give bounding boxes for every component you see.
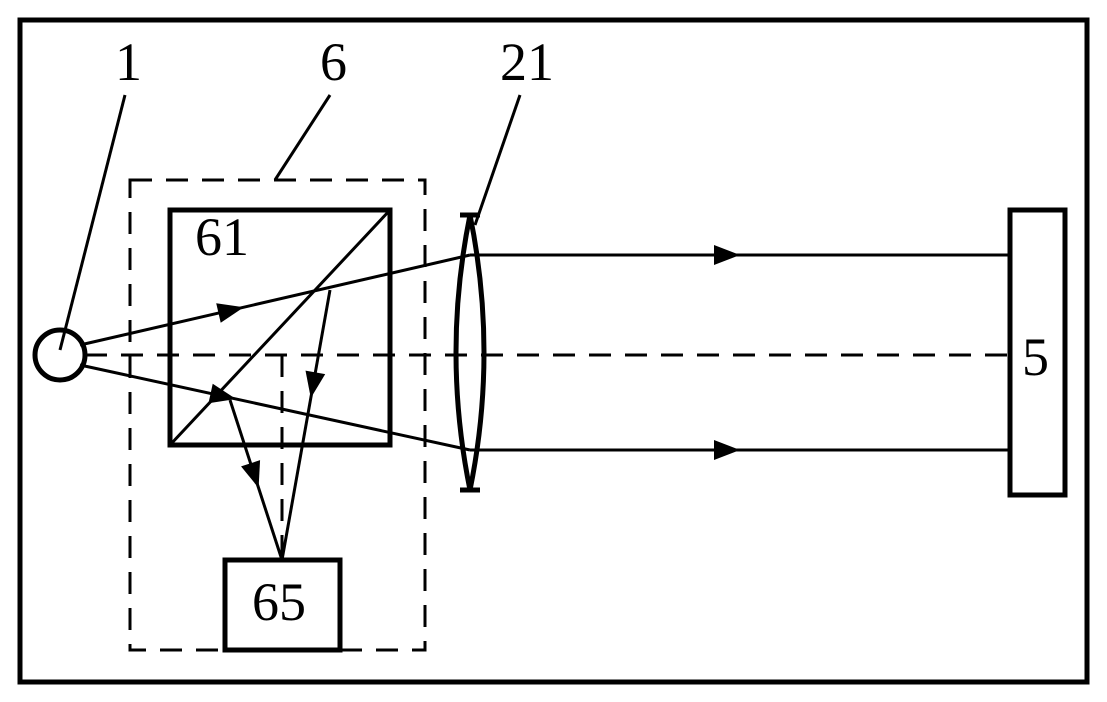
label-5: 5 bbox=[1022, 327, 1049, 387]
arrowhead bbox=[208, 384, 236, 404]
arrowhead bbox=[714, 245, 740, 265]
label-61: 61 bbox=[195, 207, 249, 267]
label-l21: 21 bbox=[500, 32, 554, 92]
source-1 bbox=[35, 330, 85, 380]
label-l6: 6 bbox=[320, 32, 347, 92]
arrowhead bbox=[714, 440, 740, 460]
arrowhead bbox=[216, 303, 244, 322]
arrowhead bbox=[241, 460, 260, 488]
ray-lower_src_to_lens bbox=[80, 365, 470, 450]
leader-l6 bbox=[275, 95, 330, 180]
outer-frame bbox=[20, 20, 1087, 682]
label-65: 65 bbox=[252, 572, 306, 632]
arrowhead bbox=[306, 371, 326, 398]
ray-refl_up_to_65 bbox=[282, 290, 330, 560]
leader-l21 bbox=[475, 95, 520, 225]
leader-l1 bbox=[60, 95, 125, 350]
label-l1: 1 bbox=[115, 32, 142, 92]
diagram-canvas: 61 65 5 1 6 21 bbox=[0, 0, 1107, 702]
